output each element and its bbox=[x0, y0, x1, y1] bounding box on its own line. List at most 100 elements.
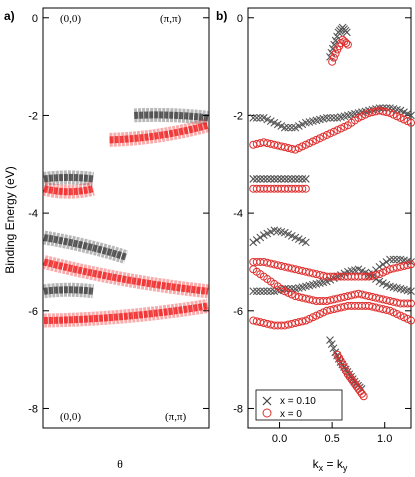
marker-stroke bbox=[259, 113, 268, 122]
marker-stroke bbox=[291, 175, 300, 183]
intensity-band-core bbox=[43, 173, 94, 183]
marker-stroke bbox=[270, 226, 279, 235]
marker-stroke bbox=[407, 287, 415, 296]
marker-stroke bbox=[266, 175, 275, 183]
panel-b-x-tick-label: 0.0 bbox=[272, 433, 287, 445]
marker-stroke bbox=[396, 284, 405, 293]
marker-stroke bbox=[372, 275, 380, 283]
data-point-x-marker bbox=[256, 287, 265, 296]
marker-stroke bbox=[266, 287, 275, 296]
marker-stroke bbox=[382, 280, 391, 289]
data-point-x-marker bbox=[291, 175, 300, 183]
data-point-x-marker bbox=[298, 175, 307, 183]
marker-stroke bbox=[386, 282, 394, 291]
data-point-o-marker bbox=[343, 40, 352, 49]
marker-stroke bbox=[329, 113, 338, 122]
marker-stroke bbox=[330, 40, 339, 49]
data-point-o-marker bbox=[359, 392, 368, 401]
marker-stroke bbox=[342, 28, 351, 37]
marker-stroke bbox=[326, 336, 334, 344]
panel-b-axis: 0 -2 -4 -6 -8 0.0 0.5 1.0 bbox=[233, 13, 411, 445]
panel-a-frame bbox=[42, 7, 210, 429]
marker-stroke bbox=[277, 122, 286, 130]
marker-stroke bbox=[284, 284, 293, 293]
marker-stroke bbox=[294, 175, 303, 183]
data-point-x-marker bbox=[287, 123, 296, 132]
data-point-x-marker bbox=[287, 284, 296, 293]
data-point-x-marker bbox=[322, 113, 331, 122]
xlabel-sub-y: y bbox=[343, 463, 348, 473]
data-point-x-marker bbox=[301, 238, 310, 247]
corner-label-top-right: (π,π) bbox=[160, 13, 182, 25]
marker-stroke bbox=[280, 123, 289, 132]
marker-stroke bbox=[277, 175, 286, 183]
marker-stroke bbox=[284, 175, 293, 183]
marker-stroke bbox=[284, 123, 293, 132]
marker-stroke bbox=[396, 255, 405, 264]
marker-stroke bbox=[375, 104, 384, 113]
data-point-x-marker bbox=[259, 287, 268, 296]
marker-stroke bbox=[301, 238, 310, 247]
marker-stroke bbox=[386, 255, 394, 264]
data-point-x-marker bbox=[330, 40, 339, 49]
data-point-o-marker bbox=[298, 317, 307, 326]
data-point-x-marker bbox=[375, 104, 384, 113]
panel-b-y-tick-label: -2 bbox=[233, 110, 243, 122]
data-point-x-marker bbox=[386, 255, 394, 264]
panel-a-axis: 0 -2 -4 -6 -8 bbox=[28, 13, 209, 415]
panel-b-y-tick-label: -4 bbox=[233, 208, 243, 220]
marker-stroke bbox=[287, 175, 296, 183]
panel-a: 0 -2 -4 -6 -8 a) (0,0) (π,π) (0,0) (π,π) θ B… bbox=[3, 7, 210, 471]
data-point-o-marker bbox=[382, 305, 391, 314]
legend: x = 0.10 x = 0 bbox=[255, 389, 343, 421]
y-axis-label: Binding Energy (eV) bbox=[3, 166, 17, 273]
data-point-x-marker bbox=[263, 287, 272, 296]
data-point-x-marker bbox=[270, 175, 279, 183]
marker-stroke bbox=[393, 105, 401, 114]
marker-stroke bbox=[256, 175, 265, 183]
marker-stroke bbox=[375, 262, 384, 271]
marker-stroke bbox=[287, 284, 296, 293]
data-point-o-marker bbox=[331, 49, 340, 58]
marker-stroke bbox=[252, 113, 261, 122]
marker-stroke bbox=[393, 255, 401, 264]
xlabel-eq: = k bbox=[323, 457, 344, 471]
marker-stroke bbox=[389, 105, 398, 113]
data-point-x-marker bbox=[252, 175, 261, 183]
marker-stroke bbox=[298, 236, 307, 245]
marker-stroke bbox=[322, 113, 331, 122]
marker-stroke bbox=[277, 227, 286, 236]
panel-a-y-tick-label: 0 bbox=[32, 13, 38, 25]
data-point-x-marker bbox=[249, 175, 258, 183]
panel-b-x-axis-label: kx = ky bbox=[313, 457, 348, 473]
data-point-o-marker bbox=[403, 261, 412, 270]
data-point-x-marker bbox=[249, 287, 258, 296]
corner-label-bottom-right: (π,π) bbox=[165, 411, 187, 423]
data-point-x-marker bbox=[372, 275, 380, 283]
data-point-x-marker bbox=[280, 123, 289, 132]
data-point-o-marker bbox=[382, 108, 391, 117]
panel-b-y-tick-label: -6 bbox=[233, 306, 243, 318]
marker-stroke bbox=[252, 236, 261, 244]
marker-stroke bbox=[407, 258, 415, 266]
marker-stroke bbox=[270, 175, 279, 183]
data-point-x-marker bbox=[256, 233, 265, 242]
marker-stroke bbox=[354, 265, 363, 274]
legend-x-marker bbox=[262, 396, 272, 406]
data-point-x-marker bbox=[266, 287, 275, 296]
data-point-x-marker bbox=[263, 175, 272, 183]
marker-stroke bbox=[280, 228, 289, 237]
marker-stroke bbox=[326, 113, 335, 122]
marker-stroke bbox=[263, 175, 272, 183]
marker-stroke bbox=[361, 268, 370, 277]
marker-stroke bbox=[403, 257, 412, 266]
panel-a-label: a) bbox=[4, 9, 15, 23]
marker-stroke bbox=[393, 284, 401, 292]
xlabel-k: k bbox=[313, 457, 320, 471]
data-point-x-marker bbox=[393, 255, 401, 264]
data-point-x-marker bbox=[326, 113, 335, 122]
corner-label-top-left: (0,0) bbox=[60, 13, 81, 25]
marker-stroke bbox=[287, 232, 296, 240]
marker-stroke bbox=[273, 227, 282, 235]
panel-a-y-tick-label: -4 bbox=[28, 208, 38, 220]
